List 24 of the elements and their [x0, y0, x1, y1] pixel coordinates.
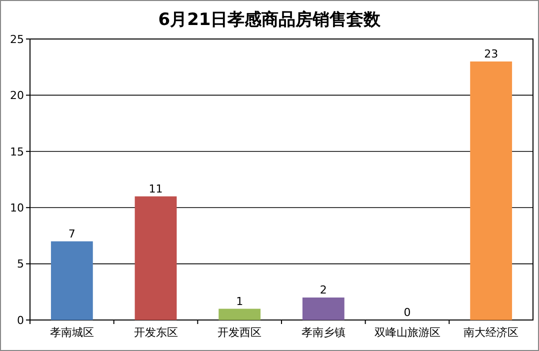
chart-title: 6月21日孝感商品房销售套数: [158, 10, 382, 30]
bar: [134, 196, 177, 320]
data-label: 11: [148, 182, 163, 196]
y-tick-label: 10: [10, 201, 24, 214]
x-tick-label: 南大经济区: [464, 326, 519, 339]
data-label: 7: [68, 227, 76, 240]
y-tick-label: 0: [17, 314, 24, 327]
y-tick-label: 25: [10, 32, 24, 46]
y-tick-label: 5: [17, 258, 24, 271]
x-tick-label: 双峰山旅游区: [374, 326, 440, 339]
x-tick-label: 孝南乡镇: [301, 326, 346, 339]
x-tick-label: 开发西区: [218, 326, 262, 339]
bar: [218, 308, 261, 320]
data-label: 1: [236, 294, 244, 308]
data-label: 0: [404, 306, 411, 319]
x-tick-label: 开发东区: [134, 326, 178, 339]
bar: [470, 61, 512, 320]
y-tick-label: 20: [10, 89, 24, 102]
bar: [302, 298, 344, 320]
data-label: 23: [484, 47, 498, 60]
x-tick-label: 孝南城区: [50, 326, 94, 339]
data-label: 2: [320, 284, 327, 297]
bar: [50, 241, 93, 320]
y-tick-label: 15: [10, 145, 24, 158]
